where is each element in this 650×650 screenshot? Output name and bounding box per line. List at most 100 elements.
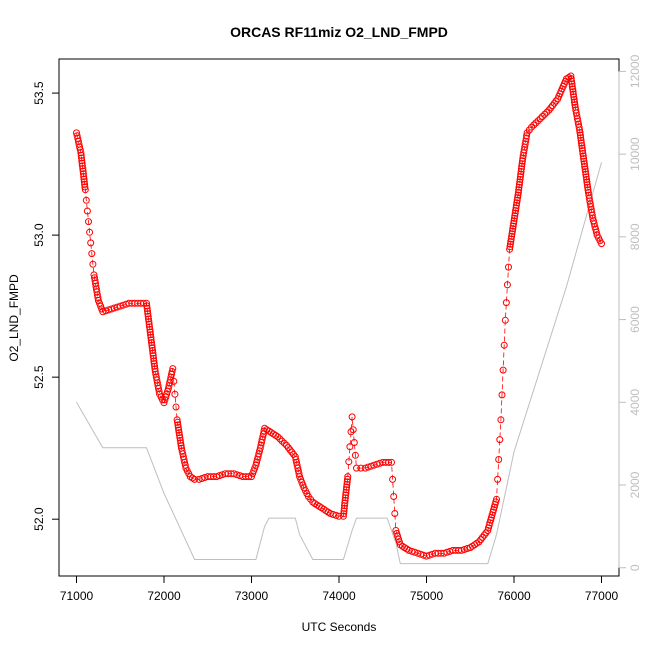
- data-point: [579, 152, 587, 160]
- data-point: [168, 368, 176, 375]
- data-point: [340, 507, 348, 515]
- y2-tick-label: 4000: [628, 389, 642, 416]
- data-point: [576, 126, 584, 134]
- data-point: [176, 431, 183, 439]
- data-point: [147, 336, 155, 344]
- data-point: [513, 196, 521, 204]
- data-point: [501, 316, 509, 324]
- data-point: [536, 115, 544, 123]
- data-point: [506, 245, 514, 253]
- secondary-series-line: [76, 162, 602, 565]
- data-point: [146, 323, 153, 331]
- data-point: [516, 175, 524, 183]
- data-point: [332, 511, 340, 519]
- data-point: [512, 207, 520, 215]
- data-point: [278, 437, 286, 445]
- secondary-series: [76, 162, 602, 565]
- data-point: [173, 416, 181, 424]
- data-point: [568, 83, 576, 90]
- data-point: [506, 243, 514, 251]
- data-point: [77, 151, 85, 159]
- data-point: [571, 98, 578, 106]
- data-point: [577, 139, 585, 147]
- data-point: [341, 502, 348, 510]
- data-point: [169, 365, 177, 373]
- data-point: [148, 344, 156, 352]
- data-point: [517, 165, 525, 173]
- data-point: [385, 458, 393, 466]
- data-point: [175, 429, 183, 437]
- data-point: [144, 310, 152, 318]
- data-point: [582, 173, 590, 181]
- data-point: [148, 339, 155, 347]
- data-point: [341, 496, 349, 504]
- y2-tick-label: 12000: [628, 54, 642, 88]
- data-point: [79, 170, 87, 178]
- data-point: [570, 96, 578, 103]
- data-point: [345, 458, 353, 466]
- data-point: [146, 326, 154, 333]
- data-point: [80, 173, 88, 180]
- data-point: [353, 464, 360, 472]
- data-point: [518, 162, 526, 170]
- data-point: [528, 123, 535, 131]
- y-tick-label: 52.0: [32, 507, 46, 531]
- data-point: [148, 341, 156, 349]
- data-point: [389, 475, 397, 483]
- data-point: [583, 181, 591, 189]
- y-tick-label: 53.5: [32, 81, 46, 105]
- data-point: [515, 183, 523, 191]
- data-point: [146, 328, 154, 336]
- data-point: [505, 263, 512, 271]
- data-point: [79, 167, 87, 175]
- data-point: [516, 178, 524, 186]
- data-point: [499, 366, 507, 374]
- data-point: [176, 434, 184, 442]
- data-point: [388, 458, 395, 466]
- data-point: [86, 228, 94, 236]
- data-point: [276, 435, 284, 443]
- data-point: [143, 302, 151, 310]
- data-point: [495, 456, 503, 463]
- data-point: [518, 157, 526, 165]
- data-point: [347, 428, 355, 436]
- data-point: [175, 426, 183, 434]
- data-point: [493, 495, 500, 503]
- data-point: [342, 486, 350, 494]
- data-point: [511, 209, 519, 217]
- data-point: [344, 473, 352, 481]
- data-point: [494, 475, 502, 483]
- data-point: [344, 475, 351, 483]
- data-point: [569, 85, 577, 93]
- data-point: [343, 478, 351, 486]
- primary-series: [73, 72, 605, 560]
- data-point: [477, 536, 485, 544]
- data-point: [144, 312, 152, 320]
- x-tick-label: 74000: [322, 589, 356, 603]
- data-point: [151, 362, 159, 370]
- data-point: [579, 150, 587, 157]
- data-point: [81, 180, 89, 188]
- y-axis-label: O2_LND_FMPD: [7, 274, 21, 362]
- data-point: [517, 168, 525, 175]
- data-point: [150, 354, 158, 362]
- data-point: [340, 510, 348, 518]
- data-point: [349, 426, 357, 434]
- data-point: [346, 443, 354, 451]
- data-point: [77, 149, 85, 157]
- data-point: [147, 331, 154, 339]
- data-point: [145, 318, 153, 326]
- data-point: [89, 260, 97, 268]
- data-point: [82, 196, 90, 204]
- data-point: [498, 391, 506, 399]
- data-point: [340, 504, 348, 512]
- data-point: [343, 483, 351, 491]
- data-point: [496, 436, 504, 444]
- data-point: [172, 403, 180, 411]
- x-tick-label: 76000: [497, 589, 531, 603]
- data-point: [518, 160, 526, 168]
- data-point: [150, 360, 158, 368]
- data-point: [514, 189, 522, 196]
- data-point: [78, 154, 85, 162]
- y-tick-label: 52.5: [32, 365, 46, 389]
